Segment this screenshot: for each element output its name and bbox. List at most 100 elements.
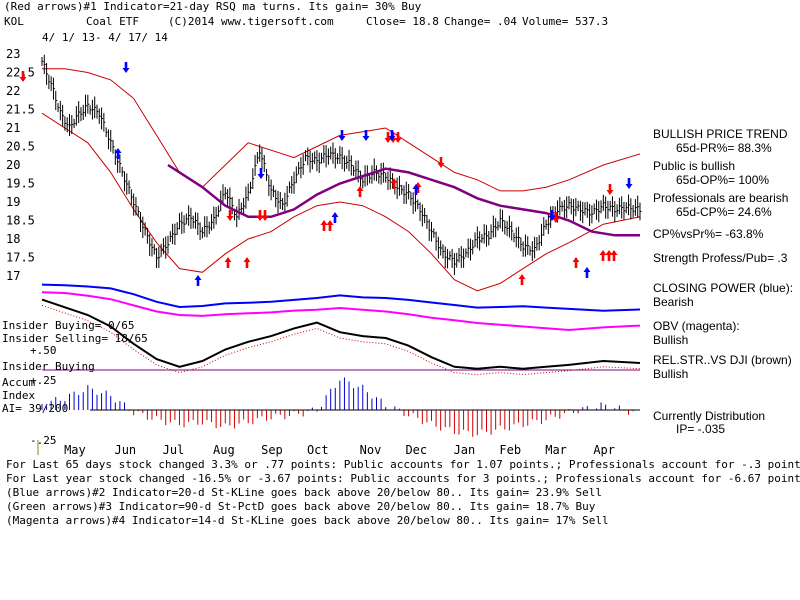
closing-power-state: Bearish (653, 295, 694, 309)
strength-value: Strength Profess/Pub= .3 (653, 251, 788, 265)
red-up-arrow (243, 257, 251, 268)
closing-power-line (41, 283, 641, 312)
y-tick-label: 18.5 (6, 214, 35, 228)
ip-value: IP= -.035 (676, 422, 726, 436)
red-down-arrow (261, 210, 269, 221)
closing-power-title: CLOSING POWER (blue): (653, 281, 794, 295)
y-tick-label: 21.5 (6, 103, 35, 117)
distribution-title: Currently Distribution (653, 409, 766, 423)
pr-value: 65d-PR%= 88.3% (676, 141, 772, 155)
red-up-arrow (326, 220, 334, 231)
footer-line-1: For Last 65 days stock changed 3.3% or .… (6, 458, 800, 471)
red-up-arrow (320, 220, 328, 231)
relstr-state: Bullish (653, 367, 689, 381)
blue-down-arrow (362, 130, 370, 141)
red-down-arrow (256, 210, 264, 221)
change-value: Change= .04 (444, 15, 517, 28)
moving-average-line (167, 163, 640, 237)
y-tick-label: 19 (6, 195, 20, 209)
y-tick-label: 21 (6, 121, 20, 135)
date-range: 4/ 1/ 13- 4/ 17/ 14 (42, 31, 168, 44)
red-down-arrow (394, 132, 402, 143)
blue-down-arrow (548, 210, 556, 221)
red-up-arrow (518, 274, 526, 285)
blue-down-arrow (625, 178, 633, 189)
red-down-arrow (437, 157, 445, 168)
relstr-line (41, 298, 641, 370)
insider-selling-count: Insider Selling= 18/65 (2, 332, 148, 345)
red-up-arrow (610, 250, 618, 261)
red-up-arrow (224, 257, 232, 268)
y-tick-label: 20.5 (6, 140, 35, 154)
copyright: (C)2014 www.tigersoft.com (168, 15, 334, 28)
x-tick-label: Dec (405, 443, 427, 457)
footer-line-3: (Blue arrows)#2 Indicator=20-d St-KLine … (6, 486, 603, 499)
public-title: Public is bullish (653, 159, 736, 173)
volume-value: Volume= 537.3 (522, 15, 609, 28)
red-up-arrow (605, 250, 613, 261)
red-up-arrow (356, 186, 364, 197)
x-tick-label: Feb (499, 443, 521, 457)
y-tick-label: 17.5 (6, 251, 35, 265)
obv-line (41, 291, 641, 332)
red-down-arrow (226, 210, 234, 221)
x-tick-label: Apr (593, 443, 615, 457)
y-tick-label: 20 (6, 158, 20, 172)
red-down-arrow (606, 184, 614, 195)
accum-label: Accum (2, 376, 36, 389)
footer-line-2: For Last year stock changed -16.5% or -3… (6, 472, 800, 485)
obv-title: OBV (magenta): (653, 319, 740, 333)
blue-up-arrow (194, 275, 202, 286)
x-tick-label: Mar (545, 443, 567, 457)
x-tick-label: Jul (163, 443, 185, 457)
red-up-arrow (390, 178, 398, 189)
insider-buying-line-label: Insider Buying (2, 360, 95, 373)
red-up-arrow (572, 257, 580, 268)
red-down-arrow (552, 212, 560, 223)
cpvspr-value: CP%vsPr%= -63.8% (653, 227, 764, 241)
blue-down-arrow (122, 62, 130, 73)
red-down-arrow (19, 71, 27, 82)
footer-line-5: (Magenta arrows)#4 Indicator=14-d St-KLi… (6, 514, 609, 527)
red-down-arrow (384, 132, 392, 143)
blue-up-arrow (114, 148, 122, 159)
blue-up-arrow (412, 184, 420, 195)
x-tick-label: Aug (213, 443, 235, 457)
y-tick-label: 19.5 (6, 177, 35, 191)
accum-tick-plus25: +.25 (30, 374, 57, 387)
x-tick-label: Oct (307, 443, 329, 457)
close-value: Close= 18.8 (366, 15, 439, 28)
y-tick-label: 22 (6, 84, 20, 98)
lower-band-line (41, 112, 641, 292)
blue-down-arrow (338, 130, 346, 141)
x-tick-label: Sep (261, 443, 283, 457)
red-up-arrow (599, 250, 607, 261)
index-label: Index (2, 389, 36, 402)
upper-band-line (42, 68, 641, 192)
pros-title: Professionals are bearish (653, 191, 789, 205)
y-tick-label: 17 (6, 269, 20, 283)
accum-tick-plus50: +.50 (30, 344, 57, 357)
indicator-1-title: (Red arrows)#1 Indicator=21-day RSQ ma t… (4, 0, 422, 13)
symbol-label: KOL (4, 15, 24, 28)
trend-title: BULLISH PRICE TREND (653, 127, 788, 141)
x-tick-label: Jan (454, 443, 476, 457)
relstr-ma-line (41, 304, 641, 376)
insider-buying-count: Insider Buying= 0/65 (2, 319, 135, 332)
x-tick-label: May (64, 443, 86, 457)
accum-tick-minus25: -.25 (30, 434, 57, 447)
relstr-title: REL.STR..VS DJI (brown) (653, 353, 792, 367)
x-tick-label: Nov (360, 443, 382, 457)
ai-value: AI= 39/200 (2, 402, 69, 415)
y-tick-label: 22.5 (6, 66, 35, 80)
blue-up-arrow (331, 212, 339, 223)
blue-up-arrow (583, 267, 591, 278)
y-tick-label: 18 (6, 232, 20, 246)
obv-state: Bullish (653, 333, 689, 347)
fund-name: Coal ETF (86, 15, 139, 28)
blue-down-arrow (257, 168, 265, 179)
op-value: 65d-OP%= 100% (676, 173, 770, 187)
footer-line-4: (Green arrows)#3 Indicator=90-d St-PctD … (6, 500, 596, 513)
